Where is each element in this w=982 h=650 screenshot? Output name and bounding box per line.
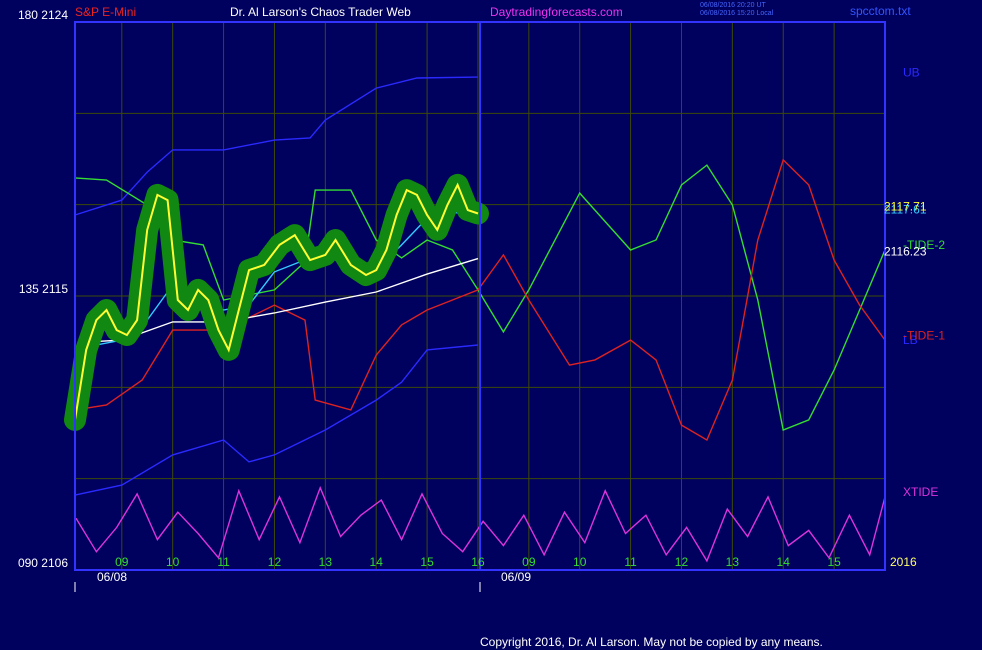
x-tick-label: 14	[777, 555, 791, 569]
y-tick-label: 090 2106	[18, 556, 68, 570]
series-line	[74, 182, 479, 421]
timestamp: 06/08/2016 20:20 UT	[700, 2, 766, 9]
value-label: 2117.71	[884, 200, 927, 214]
x-tick-label: 12	[268, 555, 282, 569]
date-label: 06/09	[501, 570, 531, 584]
x-tick-label: 15	[827, 555, 841, 569]
value-label: 2116.23	[884, 245, 927, 259]
x-tick-label: 09	[522, 555, 536, 569]
site: Daytradingforecasts.com	[490, 5, 623, 19]
date-label: 06/08	[97, 570, 127, 584]
value-label: 2117.61	[884, 203, 927, 217]
series-label: -TIDE-2	[903, 238, 945, 252]
x-tick-label: 10	[166, 555, 180, 569]
series-line	[75, 485, 886, 563]
x-tick-label: 10	[573, 555, 587, 569]
x-tick-label: 13	[726, 555, 740, 569]
x-tick-label: 13	[319, 555, 333, 569]
lines	[64, 76, 886, 563]
instrument: S&P E-Mini	[75, 5, 136, 19]
x-tick-label: 15	[420, 555, 434, 569]
series-line	[74, 76, 479, 216]
series-label: -TIDE-1	[903, 328, 945, 342]
x-tick-label: 11	[217, 555, 230, 569]
year-label: 2016	[890, 555, 917, 569]
series-line	[74, 344, 479, 496]
x-tick-label: 12	[675, 555, 689, 569]
series-line	[74, 257, 479, 411]
file-name: spcctom.txt	[850, 4, 911, 18]
chart-title: Dr. Al Larson's Chaos Trader Web	[230, 5, 411, 19]
copyright: Copyright 2016, Dr. Al Larson. May not b…	[480, 635, 823, 649]
timestamp: 06/08/2016 15:20 Local	[700, 10, 774, 17]
x-tick-label: 09	[115, 555, 129, 569]
x-tick-label: 14	[370, 555, 384, 569]
x-tick-label: 16	[471, 555, 485, 569]
series-label: XTIDE	[903, 485, 938, 499]
series-line	[74, 158, 886, 442]
series-label: LB	[903, 333, 918, 347]
series-label: UB	[903, 65, 920, 79]
x-tick-label: 11	[624, 555, 637, 569]
y-tick-label: 180 2124	[18, 8, 68, 22]
y-tick-label: 135 2115	[19, 282, 68, 296]
